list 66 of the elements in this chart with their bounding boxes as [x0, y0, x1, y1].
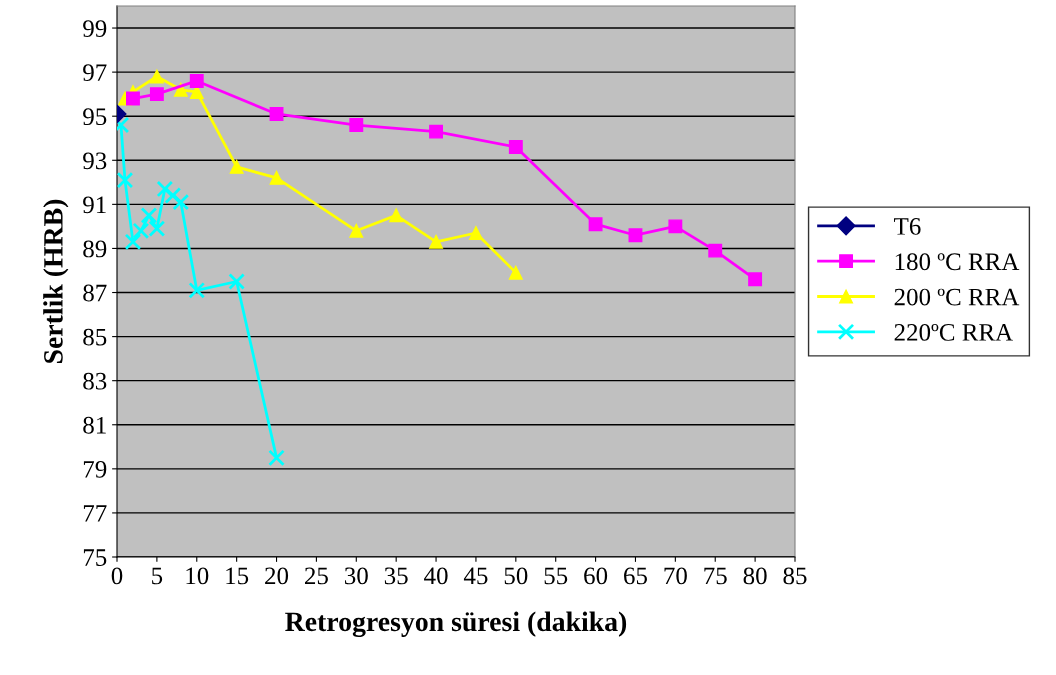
- point: [268, 449, 285, 467]
- point: [117, 171, 134, 189]
- point: [149, 69, 164, 84]
- x-tick-label: 30: [344, 567, 368, 585]
- x-tick-label: 85: [783, 567, 807, 585]
- point: [124, 233, 142, 251]
- legend-label: 220ºC RRA: [894, 323, 1013, 341]
- x-tick-label: 70: [664, 567, 687, 585]
- point: [189, 73, 204, 88]
- point: [269, 170, 284, 185]
- y-tick-label: 77: [83, 505, 107, 522]
- y-tick-label: 75: [83, 549, 107, 566]
- y-tick-label: 91: [83, 196, 106, 214]
- point: [429, 234, 444, 249]
- x-tick-label: 0: [111, 567, 123, 585]
- point: [668, 219, 683, 234]
- legend-label: 200 ºC RRA: [894, 288, 1020, 306]
- point: [126, 91, 140, 106]
- point: [468, 226, 483, 240]
- x-tick-label: 35: [384, 567, 408, 585]
- x-tick-label: 40: [424, 567, 448, 585]
- x-tick-label: 45: [463, 567, 488, 585]
- x-tick-label: 15: [226, 567, 249, 585]
- y-tick-label: 83: [83, 372, 107, 390]
- point: [156, 180, 174, 198]
- x-tick-label: 80: [743, 567, 767, 585]
- x-tick-label: 10: [186, 567, 209, 585]
- point: [229, 159, 244, 174]
- y-tick-label: 79: [83, 460, 107, 478]
- point: [429, 124, 444, 139]
- point: [149, 87, 164, 102]
- point: [588, 217, 603, 232]
- x-tick-label: 55: [544, 567, 568, 585]
- y-tick-label: 89: [83, 240, 107, 258]
- point: [349, 223, 364, 238]
- point: [269, 107, 284, 121]
- x-tick-label: 75: [704, 567, 727, 585]
- y-tick-label: 85: [83, 328, 107, 346]
- point: [628, 228, 643, 243]
- x-tick-label: 60: [584, 567, 608, 585]
- point: [389, 208, 404, 223]
- point: [140, 207, 158, 224]
- point: [172, 193, 190, 211]
- x-tick-label: 50: [504, 567, 528, 585]
- y-axis-title: Sertlik (HRB): [43, 199, 69, 363]
- x-tick-label: 25: [305, 567, 328, 585]
- point: [164, 187, 182, 204]
- y-tick-label: 95: [83, 108, 107, 126]
- y-tick-label: 87: [83, 284, 107, 302]
- point: [708, 243, 723, 258]
- x-tick-label: 20: [265, 567, 289, 585]
- y-tick-label: 93: [83, 152, 107, 170]
- y-tick-label: 99: [83, 20, 107, 37]
- y-tick-label: 81: [83, 416, 106, 434]
- point: [188, 281, 206, 299]
- y-tick-label: 97: [83, 64, 107, 82]
- point: [508, 265, 523, 280]
- x-tick-label: 65: [624, 567, 647, 585]
- point: [508, 140, 523, 155]
- legend-label: 180 ºC RRA: [895, 253, 1020, 271]
- x-axis-title: Retrogresyon süresi (dakika): [285, 611, 627, 638]
- point: [228, 273, 245, 290]
- point: [748, 272, 763, 287]
- legend-label: T6: [894, 218, 921, 235]
- x-tick-label: 5: [152, 567, 163, 585]
- point: [349, 118, 364, 132]
